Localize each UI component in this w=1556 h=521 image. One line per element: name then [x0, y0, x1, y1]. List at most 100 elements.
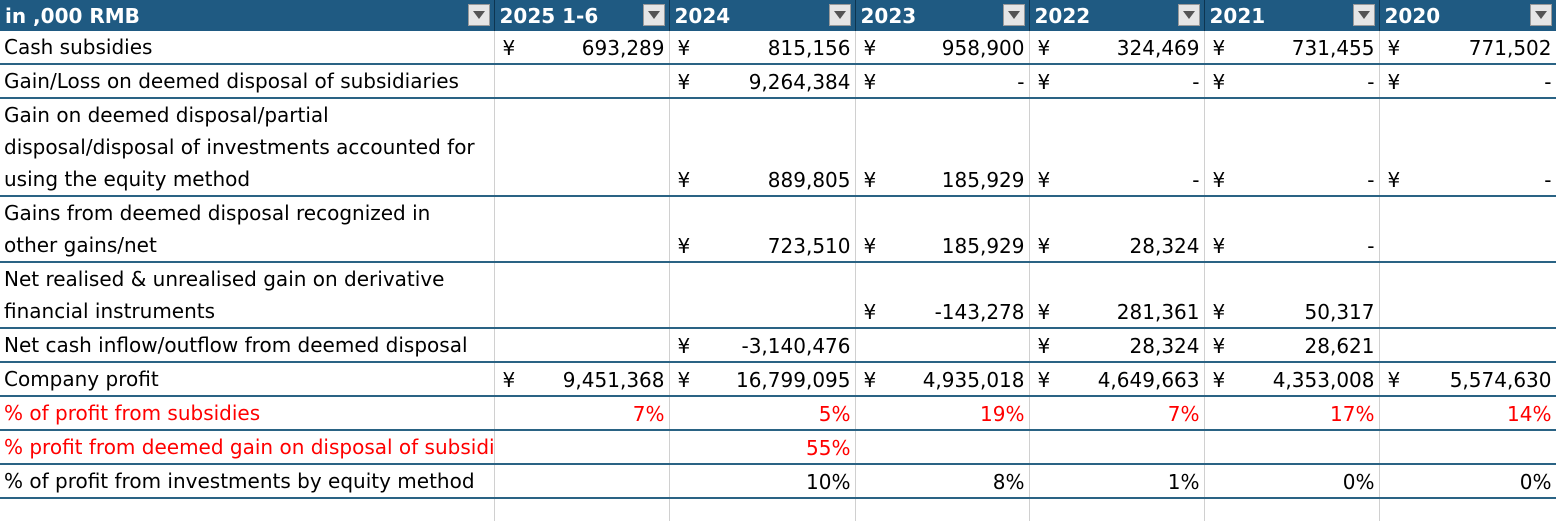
value-cell[interactable]: ¥ - [1204, 98, 1380, 196]
value-cell[interactable]: ¥ - [1379, 64, 1556, 98]
value-cell[interactable]: ¥693,289 [494, 31, 670, 64]
row-label-cell[interactable]: % of profit from investments by equity m… [0, 464, 495, 498]
value-cell[interactable]: ¥ - [1379, 98, 1556, 196]
empty-cell[interactable] [1029, 498, 1205, 521]
currency-symbol: ¥ [1212, 334, 1226, 358]
value-cell[interactable]: ¥ -3,140,476 [669, 328, 856, 362]
table-row: Gain/Loss on deemed disposal of subsidia… [0, 64, 1556, 98]
value-cell[interactable]: ¥4,935,018 [855, 362, 1030, 396]
value-cell[interactable] [669, 262, 856, 328]
currency-symbol: ¥ [1212, 168, 1226, 192]
value-cell[interactable]: ¥958,900 [855, 31, 1030, 64]
percent-cell[interactable]: 14% [1379, 396, 1556, 430]
value-cell[interactable] [494, 98, 670, 196]
row-label-cell[interactable]: Net cash inflow/outflow from deemed disp… [0, 328, 495, 362]
percent-cell[interactable]: 17% [1204, 396, 1380, 430]
value-cell[interactable]: ¥ - [1029, 98, 1205, 196]
value-cell[interactable]: ¥ -143,278 [855, 262, 1030, 328]
header-cell-year: 2025 1-6 [494, 0, 670, 31]
value-cell[interactable]: ¥5,574,630 [1379, 362, 1556, 396]
empty-cell[interactable] [669, 498, 856, 521]
percent-cell[interactable]: 7% [1029, 396, 1205, 430]
filter-dropdown-icon[interactable] [642, 4, 665, 26]
row-label-cell[interactable]: Gain/Loss on deemed disposal of subsidia… [0, 64, 495, 98]
percent-cell[interactable] [494, 464, 670, 498]
filter-dropdown-icon[interactable] [1352, 4, 1375, 26]
filter-dropdown-icon[interactable] [1177, 4, 1200, 26]
currency-symbol: ¥ [1037, 36, 1051, 60]
value-cell[interactable]: ¥9,264,384 [669, 64, 856, 98]
currency-symbol: ¥ [677, 70, 691, 94]
empty-cell[interactable] [855, 498, 1030, 521]
value-cell[interactable]: ¥731,455 [1204, 31, 1380, 64]
percent-cell[interactable]: 1% [1029, 464, 1205, 498]
value-cell[interactable]: ¥ - [1204, 64, 1380, 98]
header-cell-year: 2021 [1204, 0, 1380, 31]
value-cell[interactable]: ¥28,324 [1029, 196, 1205, 262]
value-cell[interactable]: ¥ - [1204, 196, 1380, 262]
percent-cell[interactable] [494, 430, 670, 464]
value-cell[interactable] [1379, 328, 1556, 362]
value-cell[interactable]: ¥ - [1029, 64, 1205, 98]
value-cell[interactable] [1379, 196, 1556, 262]
value-cell[interactable]: ¥4,353,008 [1204, 362, 1380, 396]
value-cell[interactable]: ¥ - [855, 64, 1030, 98]
row-label-cell[interactable]: Net realised & unrealised gain on deriva… [0, 262, 495, 328]
row-label-cell[interactable]: Cash subsidies [0, 31, 495, 64]
value-cell[interactable]: ¥16,799,095 [669, 362, 856, 396]
value-cell[interactable]: ¥9,451,368 [494, 362, 670, 396]
value-cell[interactable]: ¥324,469 [1029, 31, 1205, 64]
row-label-cell[interactable]: % of profit from subsidies [0, 396, 495, 430]
filter-dropdown-icon[interactable] [1002, 4, 1025, 26]
percent-cell[interactable]: 19% [855, 396, 1030, 430]
value-cell[interactable]: ¥815,156 [669, 31, 856, 64]
value-cell[interactable]: ¥185,929 [855, 196, 1030, 262]
percent-cell[interactable] [1204, 430, 1380, 464]
value-cell[interactable]: ¥28,324 [1029, 328, 1205, 362]
currency-symbol: ¥ [1037, 168, 1051, 192]
percent-cell[interactable] [855, 430, 1030, 464]
empty-cell[interactable] [1204, 498, 1380, 521]
value-cell[interactable] [1379, 262, 1556, 328]
currency-value: ¥ - [1209, 67, 1375, 97]
row-label-cell[interactable]: % profit from deemed gain on disposal of… [0, 430, 495, 464]
value-cell[interactable] [494, 64, 670, 98]
value-cell[interactable] [855, 328, 1030, 362]
currency-symbol: ¥ [1212, 300, 1226, 324]
header-cell-year: 2020 [1379, 0, 1556, 31]
empty-cell[interactable] [0, 498, 495, 521]
empty-cell[interactable] [1379, 498, 1556, 521]
currency-symbol: ¥ [1387, 368, 1401, 392]
header-cell-year: 2022 [1029, 0, 1205, 31]
value-cell[interactable]: ¥4,649,663 [1029, 362, 1205, 396]
row-label-cell[interactable]: Gains from deemed disposal recognized in… [0, 196, 495, 262]
value-cell[interactable] [494, 328, 670, 362]
value-cell[interactable]: ¥185,929 [855, 98, 1030, 196]
amount: 693,289 [581, 36, 665, 60]
filter-dropdown-icon[interactable] [467, 4, 490, 26]
percent-cell[interactable]: 0% [1204, 464, 1380, 498]
value-cell[interactable]: ¥281,361 [1029, 262, 1205, 328]
row-label-cell[interactable]: Gain on deemed disposal/partial disposal… [0, 98, 495, 196]
percent-cell[interactable]: 10% [669, 464, 856, 498]
percent-cell[interactable] [1029, 430, 1205, 464]
filter-dropdown-icon[interactable] [828, 4, 851, 26]
percent-cell[interactable]: 7% [494, 396, 670, 430]
value-cell[interactable]: ¥723,510 [669, 196, 856, 262]
percent-cell[interactable]: 5% [669, 396, 856, 430]
percent-cell[interactable]: 8% [855, 464, 1030, 498]
value-cell[interactable] [494, 262, 670, 328]
filter-dropdown-icon[interactable] [1529, 4, 1552, 26]
empty-cell[interactable] [494, 498, 670, 521]
currency-symbol: ¥ [1037, 70, 1051, 94]
currency-symbol: ¥ [863, 70, 877, 94]
row-label-cell[interactable]: Company profit [0, 362, 495, 396]
value-cell[interactable]: ¥28,621 [1204, 328, 1380, 362]
percent-cell[interactable]: 0% [1379, 464, 1556, 498]
percent-cell[interactable]: 55% [669, 430, 856, 464]
value-cell[interactable]: ¥50,317 [1204, 262, 1380, 328]
value-cell[interactable]: ¥889,805 [669, 98, 856, 196]
value-cell[interactable]: ¥771,502 [1379, 31, 1556, 64]
value-cell[interactable] [494, 196, 670, 262]
percent-cell[interactable] [1379, 430, 1556, 464]
